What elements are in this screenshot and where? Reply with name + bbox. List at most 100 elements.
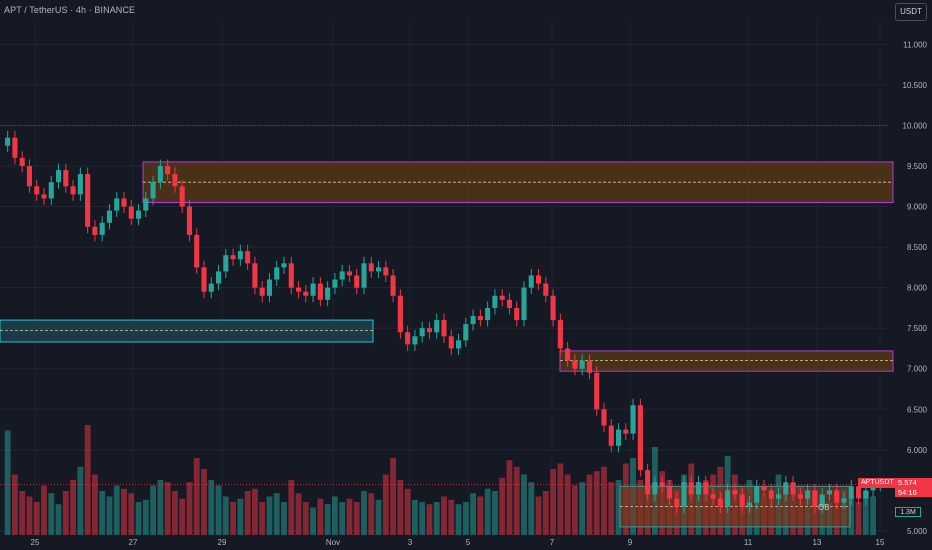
volume-bar — [492, 491, 498, 535]
candle-up — [208, 283, 214, 292]
candle-down — [390, 275, 396, 296]
volume-bar — [361, 491, 367, 535]
last-price-label: 5.574 — [895, 478, 932, 488]
candle-down — [586, 360, 592, 373]
volume-bar — [455, 504, 462, 535]
candle-down — [172, 174, 178, 187]
candle-down — [92, 226, 98, 235]
time-tick-label: 25 — [31, 538, 40, 547]
support-zone-left[interactable] — [0, 319, 374, 343]
candle-down — [245, 251, 251, 264]
candle-up — [216, 271, 222, 284]
candle-down — [230, 255, 236, 260]
supply-zone-lower[interactable] — [559, 350, 894, 372]
candle-up — [776, 494, 782, 499]
volume-bar — [848, 496, 855, 535]
volume-bar — [550, 469, 556, 535]
volume-bar — [601, 466, 607, 535]
candle-down — [397, 295, 403, 333]
volume-bar — [150, 485, 156, 535]
candle-down — [186, 206, 192, 235]
candle-up — [725, 490, 731, 507]
candle-up — [150, 182, 156, 199]
currency-button[interactable]: USDT — [895, 3, 927, 21]
volume-bar — [433, 502, 440, 535]
candle-up — [485, 307, 491, 321]
price-tick-label: 10.000 — [903, 121, 928, 130]
time-tick-label: 29 — [218, 538, 227, 547]
volume-label: 1.3M — [895, 507, 921, 517]
volume-bar — [106, 496, 113, 535]
candle-down — [739, 494, 745, 507]
candle-down — [834, 490, 840, 503]
candle-up — [492, 295, 498, 308]
volume-bar — [142, 499, 149, 535]
time-axis[interactable]: 25 27 29 Nov 3 5 7 9 11 13 15 — [31, 538, 885, 547]
candle-down — [179, 186, 185, 207]
candle-down — [252, 263, 258, 288]
volume-bar — [484, 488, 491, 535]
volume-bar — [324, 504, 331, 535]
time-tick-label: 27 — [129, 538, 138, 547]
zones-layer[interactable] — [0, 161, 894, 528]
candle-up — [434, 320, 440, 333]
candle-down — [703, 482, 709, 495]
price-tick-label: 5.000 — [907, 527, 928, 536]
volume-bar — [135, 502, 142, 535]
candle-up — [310, 283, 316, 296]
candle-down — [288, 263, 294, 288]
volume-bar — [346, 498, 353, 535]
symbol-price-tag: APTUSDT — [858, 478, 897, 488]
price-axis[interactable]: 11.000 10.500 10.000 9.500 9.000 8.500 8.000 7.… — [903, 40, 928, 536]
volume-bar — [862, 491, 869, 535]
candle-up — [274, 267, 280, 280]
candle-up — [339, 271, 345, 280]
volume-bar — [564, 474, 571, 535]
volume-bar — [157, 480, 164, 535]
candle-down — [557, 320, 563, 349]
candle-down — [797, 494, 803, 499]
candle-down — [201, 267, 207, 292]
volume-bar — [244, 491, 251, 535]
candle-down — [608, 425, 614, 446]
candle-up — [863, 490, 869, 499]
volume-bar — [201, 469, 207, 535]
volume-bar — [121, 488, 127, 535]
candle-down — [506, 299, 512, 308]
candle-up — [841, 498, 847, 503]
symbol-title[interactable]: APT / TetherUS · 4h · BINANCE — [4, 5, 136, 15]
volume-bar — [48, 493, 55, 535]
candle-up — [332, 279, 338, 288]
volume-bar — [41, 485, 47, 535]
time-tick-label: 7 — [550, 538, 555, 547]
time-tick-label: 13 — [813, 538, 822, 547]
candle-up — [470, 316, 476, 325]
candle-up — [223, 255, 229, 272]
time-tick-label: 15 — [876, 538, 885, 547]
candle-up — [521, 287, 527, 321]
volume-bar — [84, 425, 91, 535]
volume-bar — [506, 460, 513, 535]
volume-bar — [404, 488, 411, 535]
candle-down — [666, 486, 672, 499]
price-tick-label: 6.000 — [907, 446, 928, 455]
volume-bar — [172, 491, 178, 535]
order-block-label: OB — [818, 503, 830, 512]
volume-bar — [513, 466, 520, 535]
volume-bar — [222, 496, 229, 535]
candle-up — [681, 482, 687, 507]
candle-down — [623, 429, 629, 434]
time-tick-label: 9 — [628, 538, 633, 547]
volume-bar — [62, 491, 69, 535]
candles-layer — [5, 131, 883, 514]
volume-bar — [19, 491, 26, 535]
volume-bar — [521, 474, 527, 535]
volume-bar — [193, 458, 200, 535]
volume-bar — [462, 502, 469, 535]
price-tick-label: 6.500 — [907, 405, 928, 414]
candle-down — [659, 482, 665, 487]
candle-down — [637, 405, 643, 471]
volume-bar — [390, 458, 396, 535]
